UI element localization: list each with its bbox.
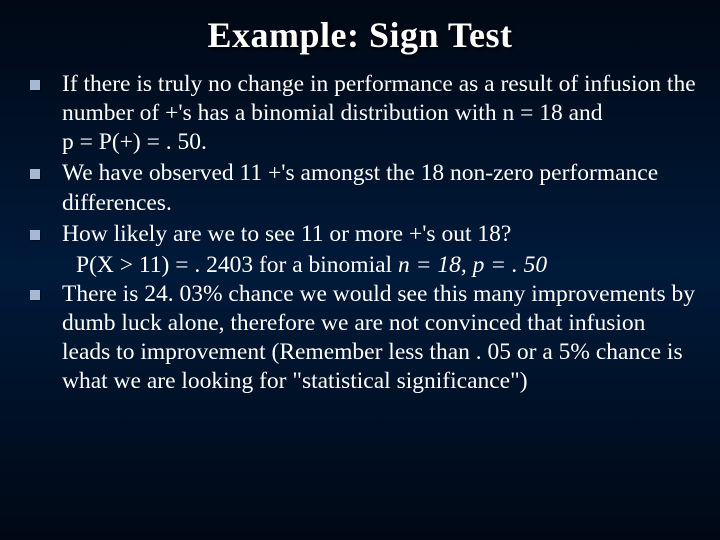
square-bullet-icon	[30, 290, 40, 300]
bullet-item: We have observed 11 +'s amongst the 18 n…	[30, 159, 698, 217]
square-bullet-icon	[30, 169, 40, 179]
square-bullet-icon	[30, 230, 40, 240]
bullet-text: There is 24. 03% chance we would see thi…	[62, 280, 698, 397]
bullet-item: How likely are we to see 11 or more +'s …	[30, 220, 698, 249]
bullet-item: There is 24. 03% chance we would see thi…	[30, 280, 698, 397]
bullet-item: If there is truly no change in performan…	[30, 70, 698, 157]
bullet-text: We have observed 11 +'s amongst the 18 n…	[62, 159, 698, 217]
bullet-subline: P(X > 11) = . 2403 for a binomial n = 18…	[30, 251, 698, 280]
slide-body: If there is truly no change in performan…	[22, 70, 698, 396]
slide-title: Example: Sign Test	[22, 14, 698, 56]
bullet-text: How likely are we to see 11 or more +'s …	[62, 220, 511, 249]
bullet-text: If there is truly no change in performan…	[62, 70, 698, 157]
square-bullet-icon	[30, 80, 40, 90]
